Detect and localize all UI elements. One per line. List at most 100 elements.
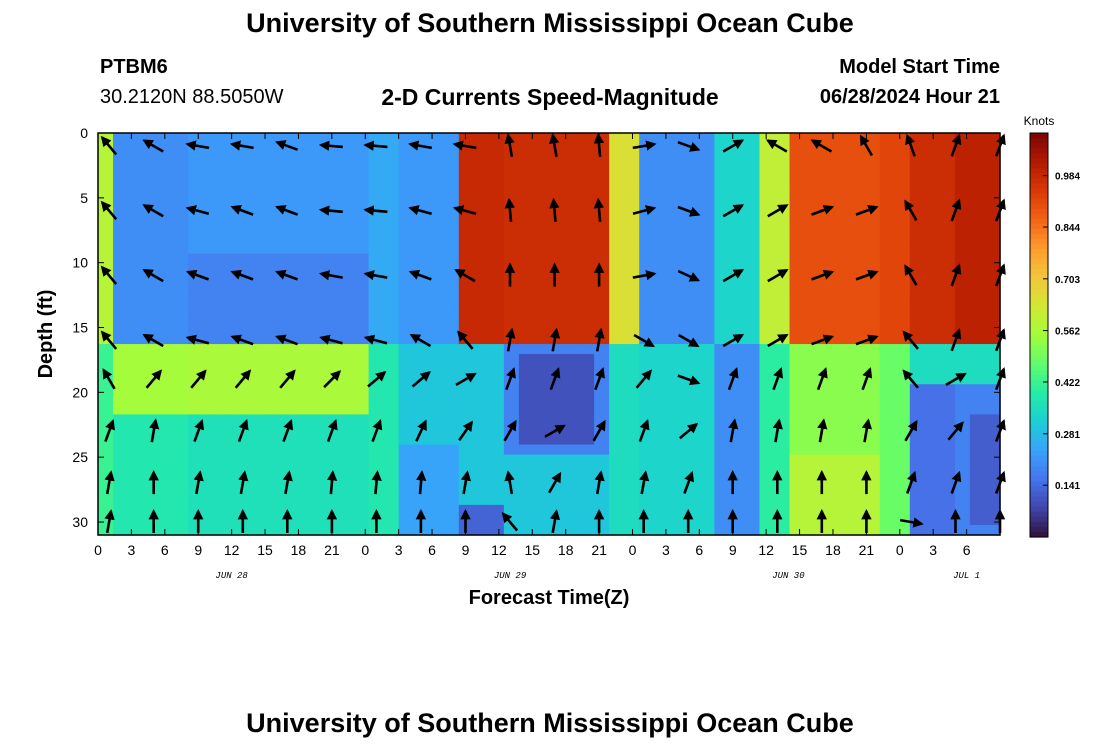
speed-cell: [579, 424, 595, 436]
speed-cell: [383, 374, 400, 385]
speed-cell: [503, 173, 520, 184]
speed-cell: [549, 243, 565, 255]
speed-cell: [308, 514, 325, 526]
speed-cell: [173, 524, 189, 536]
speed-cell: [609, 414, 625, 426]
speed-cell: [789, 283, 806, 295]
speed-cell: [624, 374, 640, 385]
speed-cell: [594, 504, 610, 516]
speed-cell: [203, 153, 219, 164]
speed-cell: [143, 233, 159, 245]
speed-cell: [473, 323, 490, 335]
speed-cell: [624, 524, 640, 536]
speed-cell: [759, 293, 776, 305]
speed-cell: [398, 213, 415, 225]
speed-cell: [203, 283, 219, 295]
speed-cell: [609, 394, 625, 405]
speed-cell: [939, 394, 956, 405]
current-vector: [367, 370, 387, 388]
speed-cell: [594, 173, 610, 184]
speed-cell: [969, 263, 986, 275]
speed-cell: [864, 303, 881, 315]
speed-cell: [864, 474, 881, 486]
speed-cell: [924, 384, 941, 395]
speed-cell: [338, 514, 355, 526]
speed-cell: [924, 313, 941, 325]
speed-cell: [428, 183, 445, 194]
model-start-value: 06/28/2024 Hour 21: [819, 86, 1000, 108]
speed-cell: [609, 524, 625, 536]
speed-cell: [774, 524, 791, 536]
speed-cell: [518, 404, 535, 415]
speed-cell: [263, 384, 279, 395]
speed-cell: [909, 424, 926, 436]
speed-cell: [443, 193, 460, 204]
speed-cell: [398, 354, 415, 365]
speed-cell: [684, 454, 700, 466]
speed-cell: [233, 323, 249, 335]
speed-cell: [834, 354, 851, 365]
x-tick-label: 3: [395, 542, 403, 558]
speed-cell: [954, 203, 971, 214]
speed-cell: [383, 394, 400, 405]
speed-cell: [984, 323, 1001, 335]
speed-cell: [293, 163, 310, 174]
speed-cell: [579, 344, 595, 355]
speed-cell: [774, 424, 791, 436]
speed-cell: [669, 263, 685, 275]
speed-cell: [609, 263, 625, 275]
speed-cell: [128, 494, 144, 506]
speed-cell: [488, 334, 505, 345]
speed-cell: [278, 173, 295, 184]
colorbar-tick-label: 0.844: [1055, 223, 1080, 234]
speed-cell: [323, 253, 340, 265]
current-vector: [632, 205, 657, 216]
speed-cell: [308, 293, 325, 305]
speed-cell: [488, 464, 505, 476]
speed-cell: [579, 504, 595, 516]
speed-cell: [879, 384, 896, 395]
speed-cell: [383, 243, 400, 255]
speed-cell: [353, 153, 370, 164]
speed-cell: [714, 464, 730, 476]
speed-cell: [443, 263, 460, 275]
speed-cell: [398, 414, 415, 426]
speed-cell: [323, 384, 340, 395]
current-vector: [677, 205, 701, 217]
speed-cell: [173, 313, 189, 325]
speed-cell: [488, 514, 505, 526]
speed-cell: [338, 283, 355, 295]
speed-cell: [684, 293, 700, 305]
speed-cell: [624, 153, 640, 164]
colorbar-cell: [1030, 395, 1048, 402]
plot-frame: [97, 132, 1001, 536]
speed-cell: [368, 494, 385, 506]
speed-cell: [143, 133, 159, 144]
speed-cell: [443, 504, 460, 516]
speed-cell: [834, 384, 851, 395]
speed-cell: [609, 173, 625, 184]
speed-cell: [594, 354, 610, 365]
speed-cell: [263, 464, 279, 476]
speed-cell: [353, 374, 370, 385]
speed-cell: [518, 153, 535, 164]
speed-cell: [744, 313, 761, 325]
current-vector: [728, 418, 739, 443]
speed-cell: [684, 173, 700, 184]
speed-cell: [594, 193, 610, 204]
colorbar-cell: [1030, 471, 1048, 477]
speed-cell: [278, 354, 295, 365]
speed-cell: [969, 303, 986, 315]
speed-cell: [533, 223, 550, 235]
speed-cell: [458, 404, 475, 415]
speed-cell: [819, 223, 836, 235]
speed-cell: [579, 434, 595, 446]
speed-cell: [503, 434, 520, 446]
speed-cell: [398, 243, 415, 255]
speed-cell: [398, 384, 415, 395]
speed-cell: [113, 243, 129, 255]
speed-cell: [488, 153, 505, 164]
speed-cell: [984, 514, 1001, 526]
speed-cell: [278, 263, 295, 275]
speed-cell: [98, 193, 114, 204]
